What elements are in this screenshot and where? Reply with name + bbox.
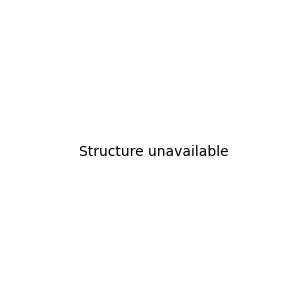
Text: Structure unavailable: Structure unavailable [79,145,229,158]
